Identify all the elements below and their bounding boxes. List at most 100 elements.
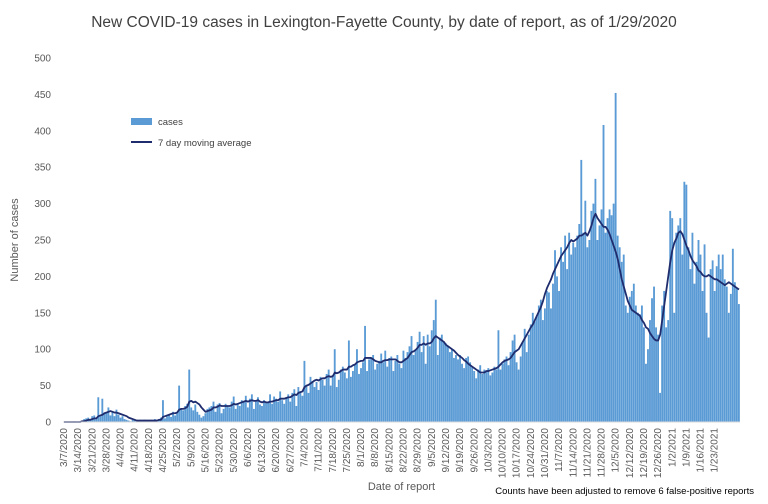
case-bar	[499, 369, 502, 422]
y-axis-ticks: 0 50 100 150 200 250 300 350 400 450 500	[34, 54, 51, 429]
case-bar	[634, 305, 637, 422]
case-bar	[655, 327, 657, 422]
case-bar	[366, 371, 368, 422]
case-bar	[281, 400, 284, 422]
case-bar	[220, 413, 223, 422]
case-bar	[568, 232, 571, 422]
case-bar	[677, 225, 680, 422]
case-bar	[428, 346, 431, 422]
case-bar	[430, 330, 433, 422]
case-bar	[412, 355, 415, 422]
case-bar	[261, 405, 263, 422]
legend-label-moving-average: 7 day moving average	[158, 138, 251, 149]
case-bar	[596, 240, 599, 422]
case-bar	[218, 403, 221, 422]
case-bar	[541, 320, 544, 422]
case-bar	[713, 290, 716, 422]
case-bar	[121, 416, 124, 422]
case-bar	[604, 232, 607, 422]
case-bar	[725, 286, 728, 422]
x-tick-label: 7/25/2020	[342, 428, 353, 473]
case-bar	[679, 218, 682, 422]
case-bar	[545, 290, 548, 422]
case-bar	[420, 352, 423, 422]
case-bar	[733, 282, 736, 422]
x-tick-label: 10/10/2020	[498, 428, 509, 478]
x-tick-label: 11/28/2020	[597, 428, 608, 478]
case-bar	[192, 410, 195, 422]
case-bar	[525, 352, 528, 422]
case-bar	[632, 283, 635, 422]
case-bar	[485, 371, 488, 422]
x-tick-label: 4/4/2020	[116, 428, 127, 467]
x-tick-label: 7/4/2020	[300, 428, 311, 467]
case-bar	[467, 356, 470, 422]
case-bar	[107, 407, 110, 422]
case-bar	[404, 357, 407, 422]
x-tick-label: 8/8/2020	[370, 428, 381, 467]
case-bar	[471, 366, 474, 422]
case-bar	[737, 304, 740, 422]
case-bar	[343, 372, 346, 422]
case-bar	[376, 363, 379, 422]
case-bar	[105, 411, 108, 422]
case-bar	[673, 312, 676, 422]
case-bar	[335, 387, 338, 422]
case-bar	[537, 305, 540, 422]
case-bar	[123, 419, 126, 422]
case-bar	[483, 369, 486, 422]
case-bar	[616, 235, 619, 422]
case-bar	[491, 372, 494, 422]
case-bar	[661, 305, 664, 422]
case-bar	[414, 349, 417, 422]
x-tick-label: 7/11/2020	[314, 428, 325, 472]
case-bar	[362, 362, 364, 422]
case-bar	[685, 184, 688, 422]
case-bar	[614, 92, 617, 422]
case-bar	[269, 394, 271, 422]
case-bar	[101, 398, 104, 422]
x-tick-label: 12/26/2020	[653, 428, 664, 478]
x-tick-label: 9/19/2020	[455, 428, 466, 473]
case-bar	[424, 363, 427, 422]
case-bar	[576, 235, 579, 422]
case-bar	[242, 401, 245, 422]
case-bar	[349, 376, 352, 422]
case-bar	[529, 324, 532, 422]
case-bar	[667, 320, 670, 422]
case-bar	[446, 346, 449, 422]
case-bar	[170, 416, 172, 422]
case-bar	[325, 373, 328, 422]
x-tick-label: 6/20/2020	[271, 428, 282, 473]
case-bar	[580, 159, 583, 423]
case-bar	[570, 254, 573, 422]
case-bar	[689, 269, 692, 422]
case-bar	[731, 248, 734, 422]
x-tick-label: 10/3/2020	[483, 428, 494, 473]
x-tick-label: 9/26/2020	[469, 428, 480, 473]
case-bar	[228, 407, 231, 422]
case-bar	[643, 327, 645, 422]
case-bar	[628, 296, 631, 422]
case-bar	[422, 336, 425, 422]
case-bar	[459, 355, 461, 422]
case-bar	[339, 369, 342, 422]
x-tick-label: 5/16/2020	[200, 428, 211, 473]
case-bar	[701, 290, 704, 422]
case-bar	[252, 408, 255, 422]
y-tick-label: 350	[34, 163, 51, 174]
case-bar	[566, 269, 569, 422]
case-bar	[119, 417, 122, 422]
cases-bars	[73, 92, 740, 423]
case-bar	[463, 368, 465, 422]
case-bar	[590, 210, 593, 422]
case-bar	[444, 343, 447, 422]
case-bar	[164, 418, 166, 422]
case-bar	[717, 254, 720, 422]
x-tick-label: 12/12/2020	[625, 428, 636, 478]
case-bar	[186, 403, 189, 422]
case-bar	[315, 381, 318, 422]
case-bar	[602, 124, 605, 422]
case-bar	[305, 385, 308, 422]
case-bar	[356, 349, 358, 422]
